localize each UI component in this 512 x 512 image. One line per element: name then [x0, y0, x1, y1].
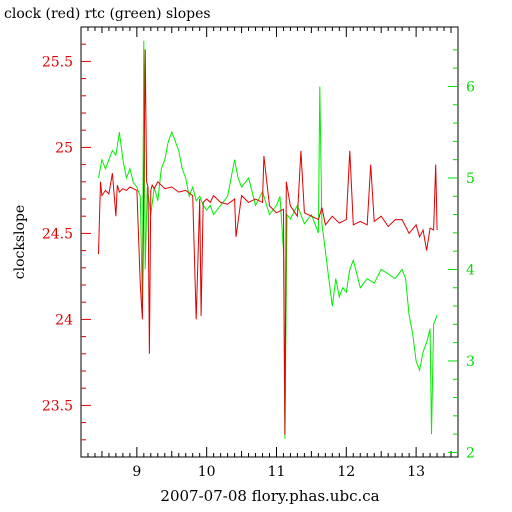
y-tick-label-left: 24.5 [42, 226, 73, 242]
plot-lines [98, 40, 438, 439]
x-tick-label: 10 [198, 464, 216, 480]
y-tick-label-right: 2 [466, 445, 475, 461]
x-axis-label: 2007-07-08 flory.phas.ubc.ca [160, 487, 379, 505]
x-tick-label: 12 [337, 464, 355, 480]
y-tick-label-right: 3 [466, 354, 475, 370]
x-tick-label: 9 [132, 464, 141, 480]
y-axis-label: clockslope [12, 205, 28, 279]
x-tick-label: 13 [407, 464, 425, 480]
axis-ticks: 9 10 11 12 13 25.5 25 24.5 24 23.5 6 5 4 3 2 [42, 27, 475, 480]
x-tick-label: 11 [268, 464, 286, 480]
y-tick-label-right: 4 [466, 262, 475, 278]
y-tick-label-left: 24 [55, 312, 73, 328]
series-line-rtc [98, 40, 438, 439]
y-tick-label-left: 23.5 [42, 398, 73, 414]
plot-frame [80, 26, 459, 458]
series-line-clock [98, 49, 438, 435]
y-tick-label-left: 25 [55, 140, 73, 156]
chart-title: clock (red) rtc (green) slopes [4, 6, 211, 22]
y-tick-label-left: 25.5 [42, 54, 73, 70]
y-tick-label-right: 6 [466, 79, 475, 95]
y-tick-label-right: 5 [466, 171, 475, 187]
